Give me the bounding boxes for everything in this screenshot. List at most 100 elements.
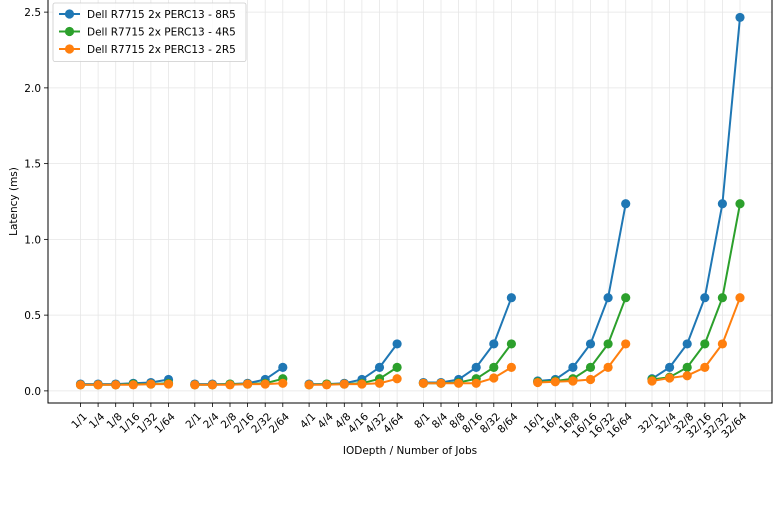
series-point-1: [735, 12, 745, 23]
series-point-1: [374, 362, 385, 372]
legend-label: Dell R7715 2x PERC13 - 8R5: [87, 9, 236, 21]
series-point-3: [506, 362, 516, 372]
series-point-1: [665, 362, 675, 372]
series-point-3: [243, 379, 253, 389]
x-tick-label: 1/4: [87, 411, 108, 432]
series-point-3: [278, 378, 288, 388]
series-point-3: [339, 379, 349, 389]
y-tick-label: 2.5: [24, 7, 41, 19]
series-point-2: [621, 293, 631, 303]
y-tick-label: 2.0: [24, 83, 41, 95]
series-point-3: [111, 380, 121, 390]
series-point-1: [700, 293, 710, 303]
legend: Dell R7715 2x PERC13 - 8R5 Dell R7715 2x …: [52, 2, 247, 62]
legend-label: Dell R7715 2x PERC13 - 2R5: [87, 44, 236, 56]
x-axis-label: IODepth / Number of Jobs: [343, 445, 477, 457]
x-tick-label: 1/64: [153, 411, 178, 436]
series-point-2: [506, 339, 516, 349]
series-point-2: [735, 199, 745, 209]
series-point-1: [506, 293, 516, 303]
series-point-2: [717, 293, 728, 303]
x-tick-label: 4/4: [315, 411, 336, 432]
series-point-3: [682, 371, 692, 381]
series-point-3: [190, 380, 200, 390]
legend-marker: [64, 9, 75, 19]
series-point-3: [568, 376, 578, 386]
series-point-2: [682, 362, 692, 372]
series-point-3: [304, 380, 314, 390]
x-tick-label: 2/1: [184, 411, 204, 431]
legend-marker: [64, 44, 75, 54]
series-line-3: [537, 343, 627, 384]
series-point-1: [568, 362, 578, 372]
series-point-3: [621, 339, 631, 349]
series-point-1: [278, 362, 288, 372]
series-line-2: [537, 297, 627, 383]
series-point-1: [682, 339, 692, 349]
series-point-3: [322, 380, 332, 390]
series-point-3: [717, 339, 728, 349]
series-point-3: [418, 378, 428, 388]
series-point-3: [146, 379, 156, 389]
series-point-1: [603, 293, 613, 303]
series-point-1: [621, 199, 631, 209]
series-point-3: [471, 378, 481, 388]
series-points: [75, 12, 745, 390]
series-point-2: [392, 362, 402, 372]
y-axis-label: Latency (ms): [8, 167, 20, 236]
series-point-2: [489, 362, 499, 372]
series-point-2: [603, 339, 613, 349]
series-point-3: [392, 374, 402, 384]
series-point-2: [700, 339, 710, 349]
series-point-3: [128, 380, 138, 390]
series-point-3: [225, 380, 235, 390]
series-point-3: [550, 377, 560, 387]
series-point-1: [392, 339, 402, 349]
series-line-1: [651, 17, 741, 380]
series-point-1: [471, 362, 481, 372]
x-tick-label: 4/64: [381, 411, 406, 436]
x-tick-label: 1/1: [69, 411, 89, 431]
x-tick-label: 2/4: [201, 411, 222, 432]
series-point-1: [585, 339, 596, 349]
plot-frame: [47, 0, 773, 404]
legend-marker: [64, 26, 75, 37]
series-point-3: [260, 379, 270, 389]
y-tick-label: 0.5: [24, 310, 41, 322]
x-tick-label: 8/4: [430, 411, 451, 432]
series-point-3: [700, 362, 710, 372]
series-point-3: [735, 293, 745, 303]
series-point-3: [603, 362, 613, 372]
series-point-3: [374, 378, 385, 388]
y-tick-label: 1.5: [24, 159, 41, 171]
x-tick-label: 8/1: [412, 411, 432, 431]
series-point-1: [489, 339, 499, 349]
series-point-3: [533, 377, 543, 388]
series-point-3: [75, 380, 86, 390]
series-point-3: [357, 379, 367, 389]
series-point-2: [585, 362, 596, 372]
series-line-2: [651, 203, 741, 381]
series-point-3: [489, 373, 499, 383]
y-tick-label: 1.0: [24, 234, 41, 246]
series-lines: [80, 17, 741, 386]
series-point-3: [436, 378, 446, 388]
series-point-3: [454, 378, 464, 388]
legend-label: Dell R7715 2x PERC13 - 4R5: [87, 27, 236, 39]
x-tick-label: 4/1: [298, 411, 318, 431]
x-tick-label: 2/64: [267, 411, 292, 436]
series-point-3: [647, 376, 657, 386]
series-point-3: [665, 373, 675, 383]
x-tick-label: 8/64: [495, 411, 520, 436]
series-point-3: [207, 380, 217, 390]
series-line-1: [537, 203, 627, 382]
legend-box: [52, 2, 247, 62]
series-point-1: [717, 199, 728, 209]
x-axis: 1/11/41/81/161/321/64 2/12/42/82/162/322/…: [69, 403, 749, 441]
series-point-3: [93, 380, 103, 390]
y-axis: 0.0 0.5 1.0 1.5 2.0 2.5: [24, 7, 48, 398]
series-point-3: [163, 379, 174, 389]
series-line-1: [423, 297, 513, 384]
y-tick-label: 0.0: [24, 386, 41, 398]
